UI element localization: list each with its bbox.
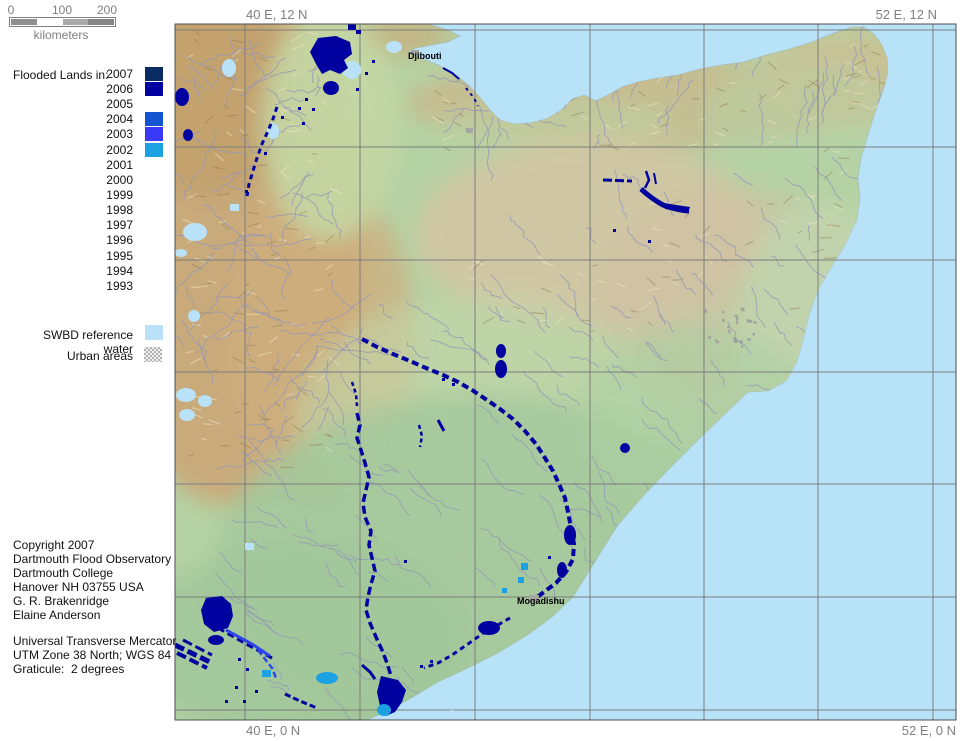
swatch-2005 — [145, 97, 163, 111]
flood-2003 — [225, 628, 278, 679]
legend-row-2003: 2003 — [0, 127, 170, 142]
scale-tick-0: 0 — [7, 3, 15, 17]
legend-row-1994: 1994 — [106, 264, 133, 278]
corner-label-top-left: 40 E, 12 N — [246, 7, 308, 22]
city-label-mogadishu: Mogadishu — [517, 596, 565, 606]
urban-label: Urban areas — [66, 349, 133, 363]
corner-label-bottom-left: 40 E, 0 N — [246, 723, 301, 738]
scale-tick-100: 100 — [51, 3, 73, 17]
credits-block-1: Copyright 2007 Dartmouth Flood Observato… — [13, 538, 172, 622]
legend-row-1996: 1996 — [106, 233, 133, 247]
scale-tick-200: 200 — [96, 3, 118, 17]
legend-row-2001: 2001 — [106, 158, 133, 172]
swatch-2007 — [145, 67, 163, 81]
swatch-2006 — [145, 82, 163, 96]
swatch-2004 — [145, 112, 163, 126]
corner-label-bottom-right: 52 E, 0 N — [901, 723, 956, 738]
corner-label-top-right: 52 E, 12 N — [875, 7, 937, 22]
legend-row-2006: 2006 — [0, 82, 170, 97]
legend-row-2007: 2007 — [0, 67, 170, 82]
legend-row-2000: 2000 — [106, 173, 133, 187]
scale-unit-label: kilometers — [33, 28, 89, 42]
flood-2002 — [262, 563, 528, 716]
city-label-djibouti: Djibouti — [408, 51, 442, 61]
legend-row-1995: 1995 — [106, 249, 133, 263]
urban-areas — [411, 50, 539, 602]
legend-row-2005: 2005 — [0, 97, 170, 112]
legend-row-2002: 2002 — [0, 143, 170, 158]
scale-bar — [9, 17, 116, 27]
legend-row-1998: 1998 — [106, 203, 133, 217]
swatch-2003 — [145, 127, 163, 141]
legend-row-1997: 1997 — [106, 218, 133, 232]
urban-swatch — [144, 347, 162, 362]
swatch-2002 — [145, 143, 163, 157]
legend-row-1993: 1993 — [106, 279, 133, 293]
graticule — [175, 24, 956, 720]
legend-title: Flooded Lands in: — [13, 68, 109, 82]
legend-row-2004: 2004 — [0, 112, 170, 127]
legend-row-1999: 1999 — [106, 188, 133, 202]
swbd-swatch — [145, 325, 163, 340]
swbd-label: SWBD reference water — [42, 328, 133, 356]
map-border — [174, 23, 957, 721]
credits-block-2: Universal Transverse Mercator UTM Zone 3… — [13, 634, 177, 676]
